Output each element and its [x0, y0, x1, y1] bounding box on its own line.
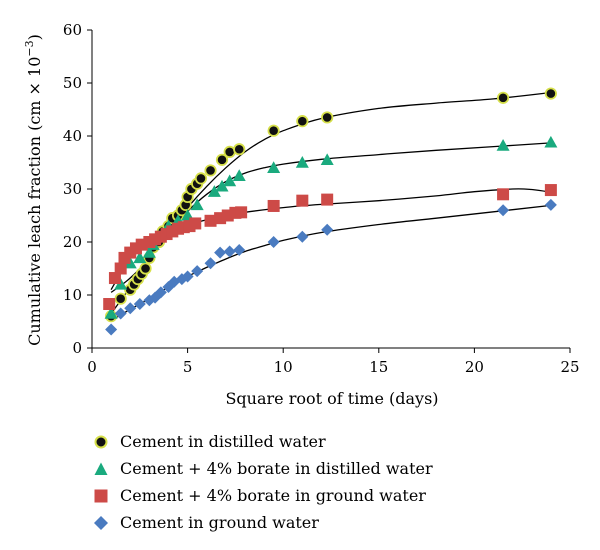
diamond-point [233, 243, 246, 256]
circle-point [215, 153, 229, 166]
circle-marker-icon [88, 432, 114, 452]
trend-line-0 [110, 91, 551, 293]
y-axis-title-close: ) [25, 34, 44, 40]
leach-fraction-chart: 0 5 10 15 20 25 0 10 20 30 40 50 60 Square root of t… [23, 21, 580, 408]
legend-item-borate-ground: Cement + 4% borate in ground water [88, 482, 588, 509]
circle-point [233, 143, 246, 156]
y-tick-label: 10 [63, 286, 82, 304]
square-point [103, 298, 116, 311]
triangle-point [190, 198, 204, 211]
circle-point [194, 172, 208, 185]
circle-point [321, 111, 334, 124]
diamond-point [544, 198, 557, 211]
diamond-point [214, 246, 227, 259]
y-axis-title-exponent: −3 [23, 40, 36, 56]
circle-point [544, 87, 557, 100]
data-points [103, 87, 558, 336]
x-tick-label: 15 [369, 358, 388, 376]
diamond-marker-icon [88, 513, 114, 533]
diamond-point [296, 230, 309, 243]
triangle-marker-icon [88, 459, 114, 479]
triangle-point [232, 169, 246, 181]
circle-point [204, 164, 217, 177]
diamond-point [204, 257, 217, 270]
x-tick-label: 20 [465, 358, 484, 376]
diamond-point [154, 286, 167, 299]
x-axis-title: Square root of time (days) [225, 389, 438, 408]
triangle-point [544, 135, 558, 148]
diamond-point [497, 204, 510, 217]
y-axis-title: Cumulative leach fraction (cm × 10−3) [23, 34, 44, 346]
x-tick-label: 0 [87, 358, 97, 376]
legend: Cement in distilled water Cement + 4% bo… [88, 428, 588, 536]
circle-point [114, 292, 127, 305]
legend-item-cement-distilled: Cement in distilled water [88, 428, 588, 455]
x-tick-label: 5 [183, 358, 193, 376]
square-point [267, 199, 280, 212]
circle-point [296, 115, 309, 128]
diamond-point [267, 236, 280, 248]
triangle-point [207, 185, 221, 197]
triangle-point [295, 156, 309, 168]
diamond-point [124, 302, 137, 315]
triangle-point [223, 174, 237, 187]
y-tick-label: 40 [63, 127, 82, 145]
legend-item-borate-distilled: Cement + 4% borate in distilled water [88, 455, 588, 482]
diamond-point [181, 270, 194, 283]
triangle-point [496, 139, 510, 151]
square-point [321, 193, 334, 206]
triangle-point [320, 153, 334, 166]
square-point [189, 217, 202, 230]
triangle-point [142, 246, 156, 258]
triangle-point [215, 179, 229, 192]
legend-item-cement-ground: Cement in ground water [88, 509, 588, 536]
y-tick-label: 30 [63, 180, 82, 198]
diamond-point [223, 245, 236, 258]
circle-point [267, 124, 280, 137]
square-point [204, 214, 217, 227]
circle-point [139, 262, 152, 275]
diamond-point [114, 307, 127, 320]
legend-label: Cement + 4% borate in ground water [120, 486, 426, 505]
diamond-point [133, 298, 146, 311]
square-marker-icon [88, 486, 114, 506]
square-point [544, 184, 557, 197]
diamond-point [105, 323, 118, 336]
square-point [114, 262, 127, 275]
axis-ticks: 0 5 10 15 20 25 0 10 20 30 40 50 60 [63, 21, 580, 376]
legend-label: Cement in distilled water [120, 432, 326, 451]
square-point [108, 272, 121, 285]
x-tick-label: 25 [560, 358, 579, 376]
y-tick-label: 20 [63, 233, 82, 251]
axes [91, 30, 570, 349]
y-tick-label: 50 [63, 74, 82, 92]
circle-point [496, 91, 510, 104]
triangle-point [267, 161, 281, 173]
diamond-point [321, 223, 334, 236]
y-tick-label: 0 [72, 339, 82, 357]
legend-label: Cement in ground water [120, 513, 319, 532]
diamond-point [191, 265, 204, 278]
square-point [497, 188, 510, 201]
y-tick-label: 60 [63, 21, 82, 39]
legend-label: Cement + 4% borate in distilled water [120, 459, 433, 478]
x-tick-label: 10 [274, 358, 293, 376]
y-axis-title-main: Cumulative leach fraction (cm × 10 [25, 57, 44, 346]
triangle-point [133, 251, 147, 264]
triangle-point [104, 307, 118, 319]
square-point [296, 194, 309, 207]
square-point [235, 206, 248, 219]
